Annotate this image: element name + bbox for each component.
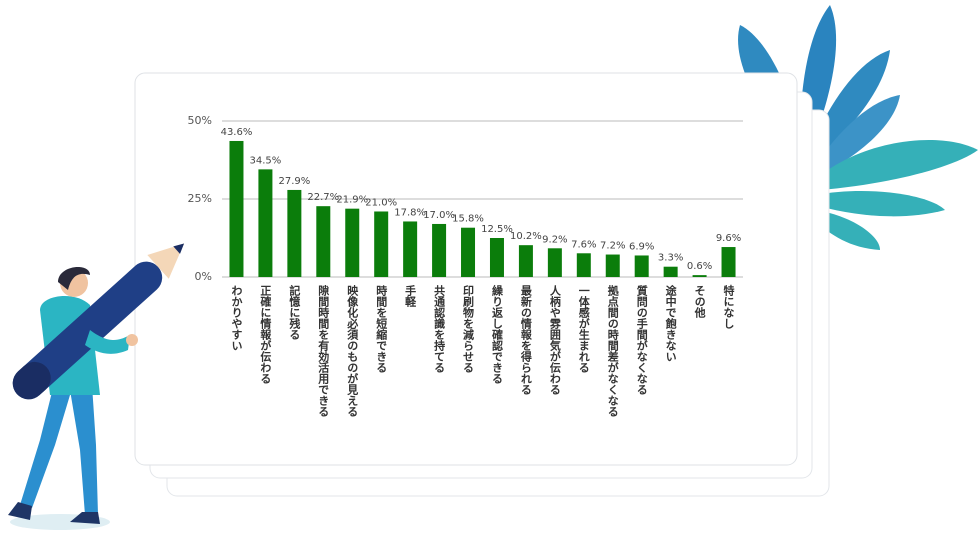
x-tick-label: わかりやすい <box>230 285 243 351</box>
x-tick-label: 隙間時間を有効活用できる <box>317 284 330 418</box>
bar <box>461 227 476 277</box>
x-tick-label: 時間を短縮できる <box>375 284 388 374</box>
value-label: 0.6% <box>687 261 712 272</box>
x-tick-label: 手軽 <box>404 284 417 308</box>
bar <box>518 245 533 277</box>
value-label: 34.5% <box>250 155 282 166</box>
value-label: 3.3% <box>658 253 683 264</box>
person-illustration <box>8 243 185 530</box>
x-tick-label: 最新の情報を得られる <box>519 285 533 396</box>
y-tick-label: 0% <box>195 270 212 283</box>
x-tick-label: 質問の手間がなくなる <box>635 284 648 396</box>
value-label: 7.2% <box>600 241 625 252</box>
y-tick-label: 25% <box>188 192 212 205</box>
x-tick-label: 特になし <box>722 284 735 330</box>
value-label: 6.9% <box>629 241 654 252</box>
bar <box>432 223 447 277</box>
bar <box>403 221 418 277</box>
bar <box>345 208 360 277</box>
value-label: 12.5% <box>481 224 513 235</box>
bar <box>663 266 678 277</box>
value-label: 15.8% <box>452 214 484 225</box>
x-tick-label: 途中で飽きない <box>664 284 678 362</box>
x-tick-label: 拠点間の時間差がなくなる <box>606 284 619 418</box>
bar <box>547 248 562 277</box>
bar <box>374 211 389 277</box>
x-tick-label: 映像化必須のものが見える <box>346 284 360 418</box>
value-label: 10.2% <box>510 231 542 242</box>
value-label: 21.0% <box>365 197 397 208</box>
y-tick-label: 50% <box>188 114 212 127</box>
x-tick-label: 繰り返し確認できる <box>490 284 503 385</box>
x-tick-label: 印刷物を減らせる <box>462 285 475 374</box>
bar <box>316 206 331 277</box>
x-tick-label: 正確に情報が伝わる <box>259 285 272 385</box>
value-label: 21.9% <box>336 195 368 206</box>
x-tick-label: 共通認識を持てる <box>433 284 446 374</box>
value-label: 9.6% <box>716 233 741 244</box>
value-label: 27.9% <box>278 176 310 187</box>
x-tick-label: 一体感が生まれる <box>577 285 590 374</box>
bar <box>634 255 649 277</box>
bar <box>721 247 736 277</box>
bar <box>576 253 591 277</box>
value-label: 7.6% <box>571 239 596 250</box>
value-label: 9.2% <box>542 234 567 245</box>
bar <box>489 238 504 277</box>
x-tick-label: 人柄や雰囲気が伝わる <box>548 284 561 396</box>
value-label: 17.8% <box>394 207 426 218</box>
bar <box>287 189 302 277</box>
value-label: 22.7% <box>307 192 339 203</box>
value-label: 17.0% <box>423 210 455 221</box>
value-label: 43.6% <box>221 127 253 138</box>
bar <box>605 254 620 277</box>
bar <box>692 275 707 277</box>
x-tick-label: 記憶に残る <box>288 284 301 341</box>
plot: 0% 25% 50% 43.6% わかりやすい 34.5% 正確に情報が伝わる 27.9% 記憶… <box>188 114 743 418</box>
bar <box>258 169 273 277</box>
x-tick-label: その他 <box>693 285 707 319</box>
bar <box>229 140 244 277</box>
